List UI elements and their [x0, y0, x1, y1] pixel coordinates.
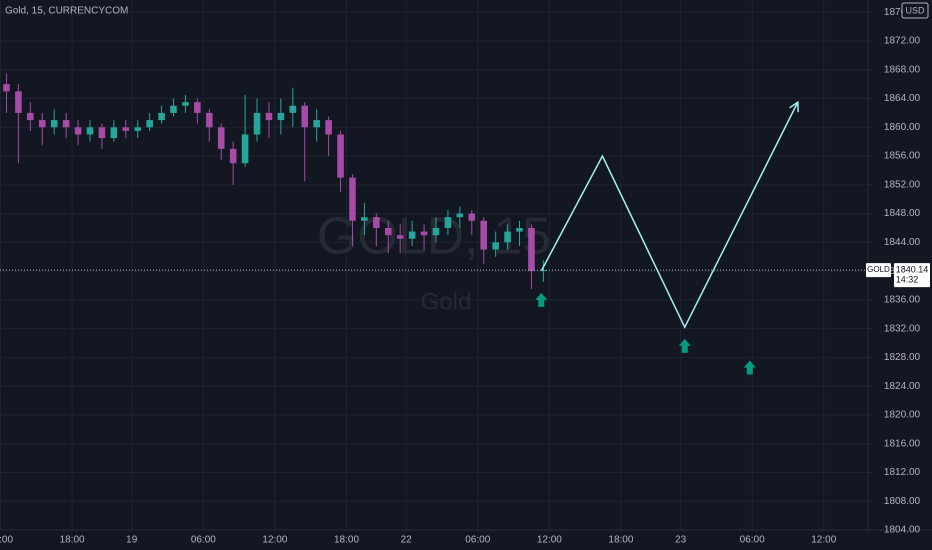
- currency-box[interactable]: [901, 2, 929, 19]
- candle-body: [313, 120, 320, 128]
- candle-body: [277, 112, 285, 121]
- symbol-label: GOLD: [867, 265, 890, 274]
- candle-body: [182, 102, 189, 106]
- y-tick-label: 1852.00: [884, 179, 921, 190]
- candle-body: [325, 120, 332, 135]
- y-tick-label: 1812.00: [884, 467, 921, 478]
- candle-body: [337, 134, 344, 178]
- y-tick-label: 1820.00: [884, 410, 921, 421]
- x-tick-label: 06:00: [465, 535, 490, 546]
- y-tick-label: 1856.00: [884, 151, 921, 162]
- candle-body: [50, 120, 58, 128]
- candle-body: [253, 112, 261, 135]
- candle-body: [74, 127, 82, 135]
- y-tick-label: 1844.00: [884, 237, 921, 248]
- x-tick-label: 19: [126, 535, 138, 546]
- candle-body: [361, 217, 368, 221]
- candle-body: [373, 217, 380, 228]
- chart-title: Gold, 15, CURRENCYCOM: [5, 6, 128, 17]
- candle-body: [456, 213, 464, 218]
- candle-body: [206, 112, 213, 128]
- candle-body: [420, 231, 428, 236]
- projection-arrowhead: [789, 100, 799, 113]
- candle-body: [3, 84, 10, 92]
- y-tick-label: 1804.00: [884, 525, 921, 536]
- last-price-box: [894, 263, 930, 288]
- x-tick-label: 18:00: [60, 535, 85, 546]
- signal-arrow: [535, 292, 548, 307]
- signal-arrow: [743, 360, 756, 375]
- candle-body: [170, 105, 177, 113]
- y-tick-label: 1828.00: [884, 352, 921, 363]
- y-tick-label: 1868.00: [884, 64, 921, 75]
- candle-body: [217, 127, 225, 149]
- candle-body: [265, 112, 273, 121]
- candle-body: [408, 231, 416, 239]
- last-price-label: 1840.14: [896, 264, 929, 274]
- x-tick-label: 22: [401, 535, 413, 546]
- candle-body: [98, 127, 106, 139]
- y-tick-label: 1848.00: [884, 208, 921, 219]
- y-tick-label: 1832.00: [884, 323, 921, 334]
- candle-body: [384, 227, 392, 236]
- currency: USD: [905, 5, 925, 15]
- candle-body: [480, 220, 487, 250]
- x-tick-label: 18:00: [334, 535, 359, 546]
- candle-body: [301, 105, 309, 128]
- candle-body: [229, 148, 237, 164]
- x-tick-label: 12:00: [0, 535, 13, 546]
- candle-body: [492, 242, 499, 250]
- axes: 1804.00 1808.00 1812.00 1816.00 1820.00 1824.…: [0, 7, 930, 546]
- x-tick-label: 12:00: [262, 535, 287, 546]
- x-tick-label: 06:00: [191, 535, 216, 546]
- x-tick-label: 06:00: [740, 535, 765, 546]
- y-tick-label: 1836.00: [884, 295, 921, 306]
- x-tick-label: 12:00: [537, 535, 562, 546]
- candle-body: [122, 127, 130, 131]
- candle-body: [516, 227, 523, 232]
- x-tick-label: 12:00: [811, 535, 836, 546]
- symbol-box: [866, 263, 891, 278]
- candle-body: [110, 127, 118, 139]
- y-tick-label: 1824.00: [884, 381, 921, 392]
- candle-body: [396, 235, 404, 239]
- countdown-label: 14:32: [896, 274, 919, 284]
- candle-body: [432, 227, 440, 236]
- y-tick-label: 1816.00: [884, 438, 921, 449]
- watermark: GOLD, 15: [317, 208, 551, 266]
- candle-body: [349, 177, 356, 221]
- candle-body: [38, 120, 46, 128]
- candle-body: [146, 120, 153, 128]
- x-tick-label: 23: [675, 535, 687, 546]
- x-tick-label: 18:00: [608, 535, 633, 546]
- watermark-subtitle: Gold: [421, 288, 472, 315]
- y-tick-label: 1872.00: [884, 36, 921, 47]
- candle-body: [241, 134, 249, 164]
- grid: [0, 0, 868, 531]
- projection-line: [540, 101, 799, 329]
- candle-body: [15, 91, 22, 113]
- candle-body: [27, 112, 34, 121]
- candle-body: [289, 105, 297, 113]
- candle-body: [540, 270, 547, 272]
- candle-body: [134, 127, 141, 131]
- candle-body: [86, 127, 94, 135]
- candle-body: [194, 102, 201, 113]
- candle-body: [468, 213, 476, 221]
- candle-body: [444, 217, 452, 228]
- y-tick-label: 1864.00: [884, 93, 921, 104]
- signal-arrow: [678, 338, 691, 353]
- y-tick-label: 1808.00: [884, 496, 921, 507]
- candle-body: [504, 231, 511, 243]
- candle-body: [62, 120, 70, 128]
- candle-body: [158, 112, 165, 121]
- plot: [0, 73, 868, 375]
- y-tick-label: 1860.00: [884, 122, 921, 133]
- candle-body: [528, 227, 535, 272]
